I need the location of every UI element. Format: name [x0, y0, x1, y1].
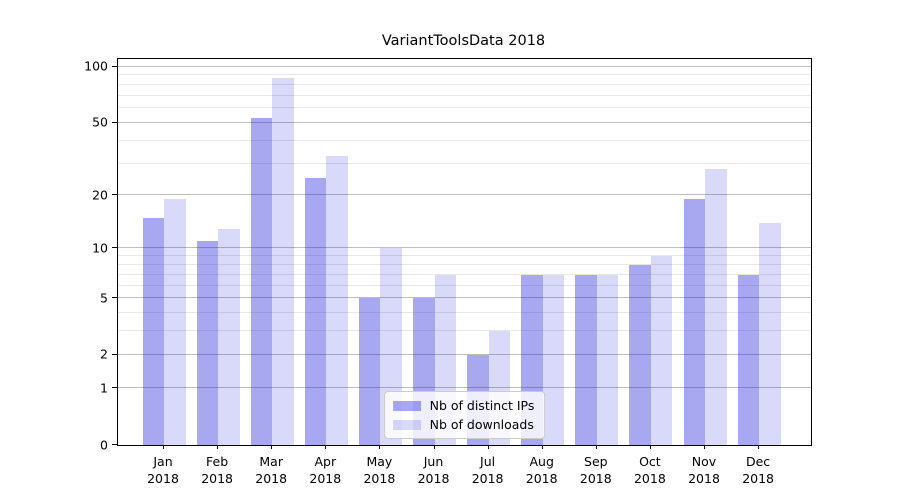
bar-downloads-aug	[542, 274, 565, 445]
y-tick-mark	[112, 247, 117, 249]
legend-swatch-downloads	[392, 419, 421, 430]
y-tick-mark	[112, 65, 117, 67]
gridline-minor	[118, 263, 811, 265]
y-tick-mark	[112, 194, 117, 196]
gridline-minor	[118, 139, 811, 141]
bar-distinct-ips-mar	[250, 118, 273, 445]
x-tick-label: Jan 2018	[147, 454, 179, 486]
gridline-major	[118, 121, 811, 123]
gridline-minor	[118, 255, 811, 257]
bar-distinct-ips-nov	[683, 199, 705, 445]
x-tick-mark	[704, 445, 705, 449]
x-tick-mark	[595, 445, 597, 449]
legend-label-distinct-ips: Nb of distinct IPs	[429, 398, 535, 413]
y-tick-mark	[112, 387, 117, 389]
x-tick-label: Aug 2018	[525, 454, 558, 486]
x-tick-label: Jun 2018	[417, 454, 450, 486]
gridline-minor	[118, 162, 811, 164]
gridline-minor	[118, 273, 811, 275]
bar-distinct-ips-jan	[142, 217, 164, 445]
x-tick-mark	[325, 445, 327, 449]
x-tick-mark	[758, 445, 760, 449]
y-tick-label: 50	[92, 114, 108, 130]
y-tick-label: 1	[100, 380, 108, 396]
y-tick-label: 0	[100, 437, 108, 452]
y-tick-mark	[112, 297, 117, 299]
legend: Nb of distinct IPs Nb of downloads	[383, 391, 546, 439]
y-tick-label: 5	[100, 290, 108, 306]
bar-distinct-ips-apr	[304, 177, 327, 445]
gridline-minor	[118, 83, 811, 85]
x-tick-label: Dec 2018	[742, 454, 774, 486]
legend-swatch-distinct-ips	[392, 400, 421, 411]
gridline-minor	[118, 74, 811, 76]
gridline-minor	[118, 284, 811, 286]
x-tick-label: Sep 2018	[579, 454, 612, 486]
x-tick-mark	[433, 445, 435, 449]
gridline-major	[118, 297, 811, 299]
x-tick-mark	[163, 445, 164, 449]
gridline-major	[118, 247, 811, 249]
bar-downloads-dec	[759, 223, 781, 445]
bar-downloads-oct	[650, 256, 673, 445]
gridline-minor	[118, 312, 811, 314]
x-tick-label: Mar 2018	[255, 454, 288, 486]
gridline-minor	[118, 94, 811, 96]
bar-downloads-nov	[705, 169, 727, 445]
x-tick-label: Feb 2018	[201, 454, 233, 486]
legend-item-distinct-ips: Nb of distinct IPs	[392, 398, 535, 413]
y-tick-mark	[112, 353, 117, 355]
gridline-major	[118, 194, 811, 196]
bar-distinct-ips-dec	[737, 274, 760, 445]
x-tick-mark	[649, 445, 651, 449]
x-tick-mark	[487, 445, 489, 449]
x-tick-label: Oct 2018	[633, 454, 666, 486]
gridline-major	[118, 65, 811, 67]
y-tick-mark	[112, 121, 117, 123]
x-tick-mark	[541, 445, 543, 449]
y-tick-label: 10	[92, 240, 108, 256]
x-tick-mark	[379, 445, 381, 449]
y-tick-label: 2	[100, 346, 108, 362]
gridline-minor	[118, 330, 811, 332]
plot-area: Nb of distinct IPs Nb of downloads	[117, 58, 812, 446]
x-tick-label: Nov 2018	[688, 454, 720, 486]
y-tick-label: 100	[84, 58, 108, 74]
gridline-major	[118, 387, 811, 389]
bar-downloads-apr	[326, 155, 348, 445]
bar-downloads-jan	[164, 199, 186, 445]
y-tick-mark	[112, 444, 117, 445]
x-tick-label: Apr 2018	[309, 454, 342, 486]
y-tick-label: 20	[92, 187, 108, 203]
x-tick-label: May 2018	[363, 454, 396, 486]
chart-title: VariantToolsData 2018	[381, 33, 546, 49]
bar-distinct-ips-may	[358, 298, 381, 445]
bar-downloads-mar	[272, 78, 294, 445]
legend-item-downloads: Nb of downloads	[392, 417, 535, 432]
bar-distinct-ips-oct	[629, 264, 651, 445]
bar-distinct-ips-feb	[196, 241, 219, 445]
x-tick-mark	[217, 445, 219, 449]
gridline-major	[118, 353, 811, 355]
bar-downloads-feb	[218, 228, 240, 445]
x-tick-label: Jul 2018	[471, 454, 504, 486]
legend-label-downloads: Nb of downloads	[429, 417, 534, 432]
gridline-minor	[118, 107, 811, 109]
bar-downloads-sep	[596, 274, 619, 445]
x-tick-mark	[271, 445, 273, 449]
bar-distinct-ips-sep	[575, 274, 597, 445]
